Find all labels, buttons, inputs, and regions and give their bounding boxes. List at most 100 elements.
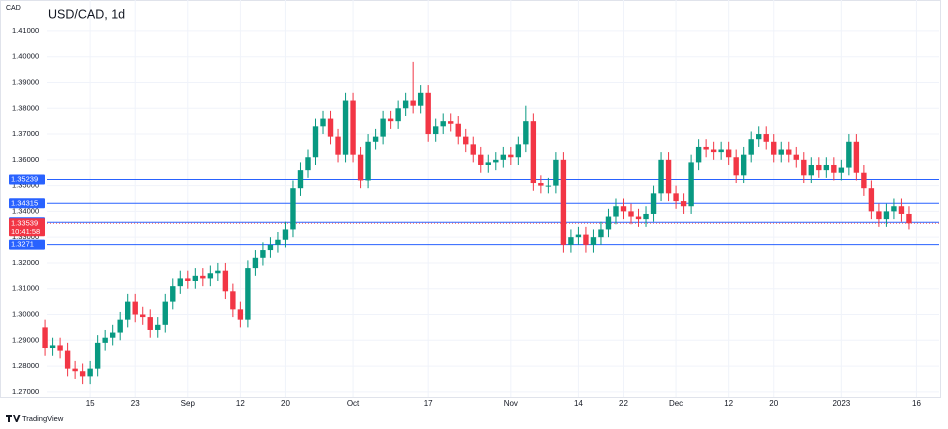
- level-label: 1.35239: [11, 174, 38, 183]
- candle-body: [57, 345, 63, 351]
- candle-body: [365, 141, 371, 181]
- candle-body: [410, 100, 416, 106]
- candle-body: [132, 301, 138, 315]
- y-tick-label: 1.36000: [12, 155, 39, 164]
- candle-body: [665, 159, 672, 194]
- level-label: 1.34315: [11, 198, 38, 207]
- level-box: [9, 239, 45, 250]
- candle-body: [643, 213, 649, 220]
- y-tick-label: 1.38000: [12, 103, 39, 112]
- candle-body: [200, 275, 206, 279]
- candle-body: [320, 118, 326, 127]
- candle-body: [771, 141, 777, 155]
- x-tick-label: Nov: [504, 399, 518, 408]
- chart-title: USD/CAD, 1d: [48, 7, 125, 21]
- logo-mark: [6, 415, 21, 422]
- candle-body: [891, 206, 897, 212]
- candle-body: [305, 157, 311, 171]
- candle-body: [695, 146, 702, 163]
- candle-body: [748, 139, 754, 155]
- candle-body: [79, 371, 86, 377]
- candle-body: [470, 144, 476, 155]
- candle-body: [868, 188, 875, 212]
- candle-body: [530, 121, 537, 184]
- candle-body: [778, 149, 784, 155]
- candle-body: [170, 286, 176, 302]
- candle-body: [72, 368, 78, 372]
- last-price-label: 1.33539: [11, 218, 38, 227]
- candles: [42, 61, 912, 385]
- y-tick-label: 1.32000: [12, 258, 39, 267]
- candle-body: [372, 136, 379, 142]
- candle-body: [282, 229, 289, 240]
- candle-body: [387, 118, 394, 122]
- candle-body: [515, 144, 522, 158]
- level-box: [9, 174, 45, 185]
- candle-body: [740, 154, 747, 176]
- x-tick-label: 2023: [832, 399, 850, 408]
- candle-body: [793, 154, 799, 160]
- last-price-box: [9, 218, 45, 237]
- y-tick-label: 1.41000: [12, 26, 39, 35]
- candle-body: [222, 270, 229, 292]
- candle-body: [823, 164, 830, 171]
- y-tick-label: 1.37000: [12, 129, 39, 138]
- x-tick-label: 12: [724, 399, 733, 408]
- candle-body: [290, 188, 296, 230]
- x-tick-label: 20: [281, 399, 290, 408]
- candle-body: [493, 159, 499, 163]
- candle-body: [260, 250, 266, 258]
- candle-body: [237, 309, 244, 320]
- candle-body: [192, 275, 199, 281]
- candle-body: [545, 185, 552, 187]
- candle-body: [500, 154, 507, 160]
- candle-body: [605, 216, 612, 230]
- x-tick-label: 22: [619, 399, 628, 408]
- candle-body: [763, 134, 769, 142]
- candle-body: [463, 136, 469, 145]
- candle-body: [906, 213, 912, 224]
- candle-body: [613, 206, 619, 217]
- x-tick-label: 15: [86, 399, 95, 408]
- candle-body: [718, 149, 724, 153]
- grid: [47, 0, 939, 397]
- candle-body: [658, 159, 664, 194]
- candle-body: [417, 92, 424, 106]
- candle-body: [342, 100, 349, 155]
- y-tick-label: 1.33000: [12, 232, 39, 241]
- candle-body: [508, 154, 514, 158]
- y-tick-label: 1.28000: [12, 361, 39, 370]
- candle-body: [831, 164, 837, 173]
- x-tick-label: Sep: [181, 399, 196, 408]
- x-tick-label: Oct: [347, 399, 360, 408]
- candle-body: [523, 121, 529, 145]
- candle-body: [215, 270, 221, 274]
- candle-body: [898, 206, 905, 214]
- candle-body: [883, 211, 890, 220]
- candle-body: [733, 157, 739, 176]
- candle-body: [478, 154, 484, 165]
- candle-body: [846, 141, 852, 168]
- candle-body: [162, 301, 168, 325]
- candle-body: [560, 159, 567, 245]
- candle-body: [688, 162, 694, 207]
- candle-body: [357, 154, 364, 181]
- candle-body: [801, 159, 807, 176]
- candle-body: [350, 100, 356, 155]
- candle-body: [598, 229, 604, 238]
- candle-body: [380, 118, 386, 137]
- candle-body: [335, 136, 341, 155]
- x-tick-label: 17: [424, 399, 433, 408]
- candle-body: [117, 319, 123, 333]
- candle-body: [297, 170, 304, 189]
- candle-body: [485, 162, 491, 165]
- candle-body: [267, 244, 274, 251]
- candle-body: [568, 237, 574, 245]
- x-tick-label: Dec: [669, 399, 683, 408]
- candle-body: [275, 239, 281, 245]
- y-tick-label: 1.27000: [12, 387, 39, 396]
- candle-body: [230, 291, 236, 310]
- candle-body: [440, 121, 446, 127]
